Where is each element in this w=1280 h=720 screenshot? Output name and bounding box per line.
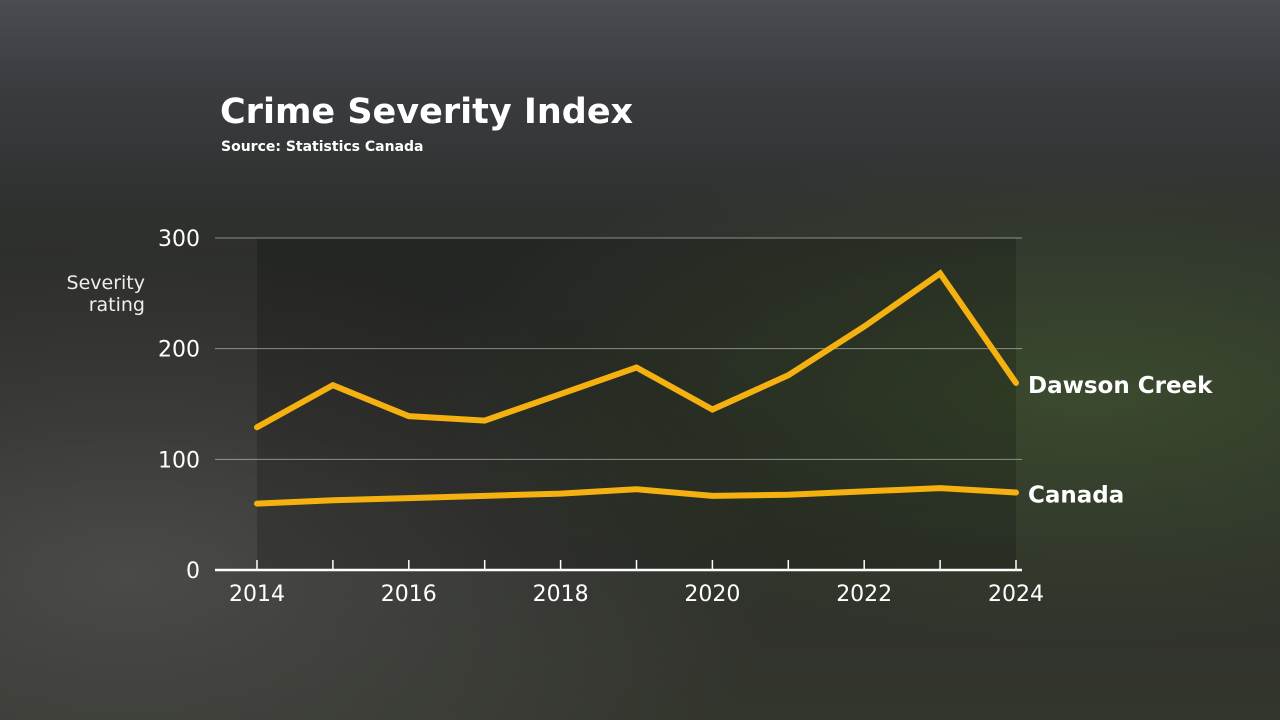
x-tick-label: 2014: [229, 582, 285, 607]
y-tick-label: 0: [186, 559, 200, 584]
y-tick-label: 100: [158, 448, 200, 473]
x-tick-label: 2024: [988, 582, 1044, 607]
y-axis-label: Severity rating: [66, 272, 145, 316]
x-tick-label: 2018: [533, 582, 589, 607]
x-tick-label: 2022: [836, 582, 892, 607]
chart-title: Crime Severity Index: [220, 92, 634, 132]
series-label: Dawson Creek: [1028, 373, 1213, 399]
series-label: Canada: [1028, 483, 1124, 509]
x-tick-label: 2016: [381, 582, 437, 607]
y-tick-label: 200: [158, 338, 200, 363]
chart-subtitle: Source: Statistics Canada: [221, 139, 424, 155]
plot-area: [257, 238, 1016, 570]
x-tick-label: 2020: [684, 582, 740, 607]
y-tick-label: 300: [158, 227, 200, 252]
